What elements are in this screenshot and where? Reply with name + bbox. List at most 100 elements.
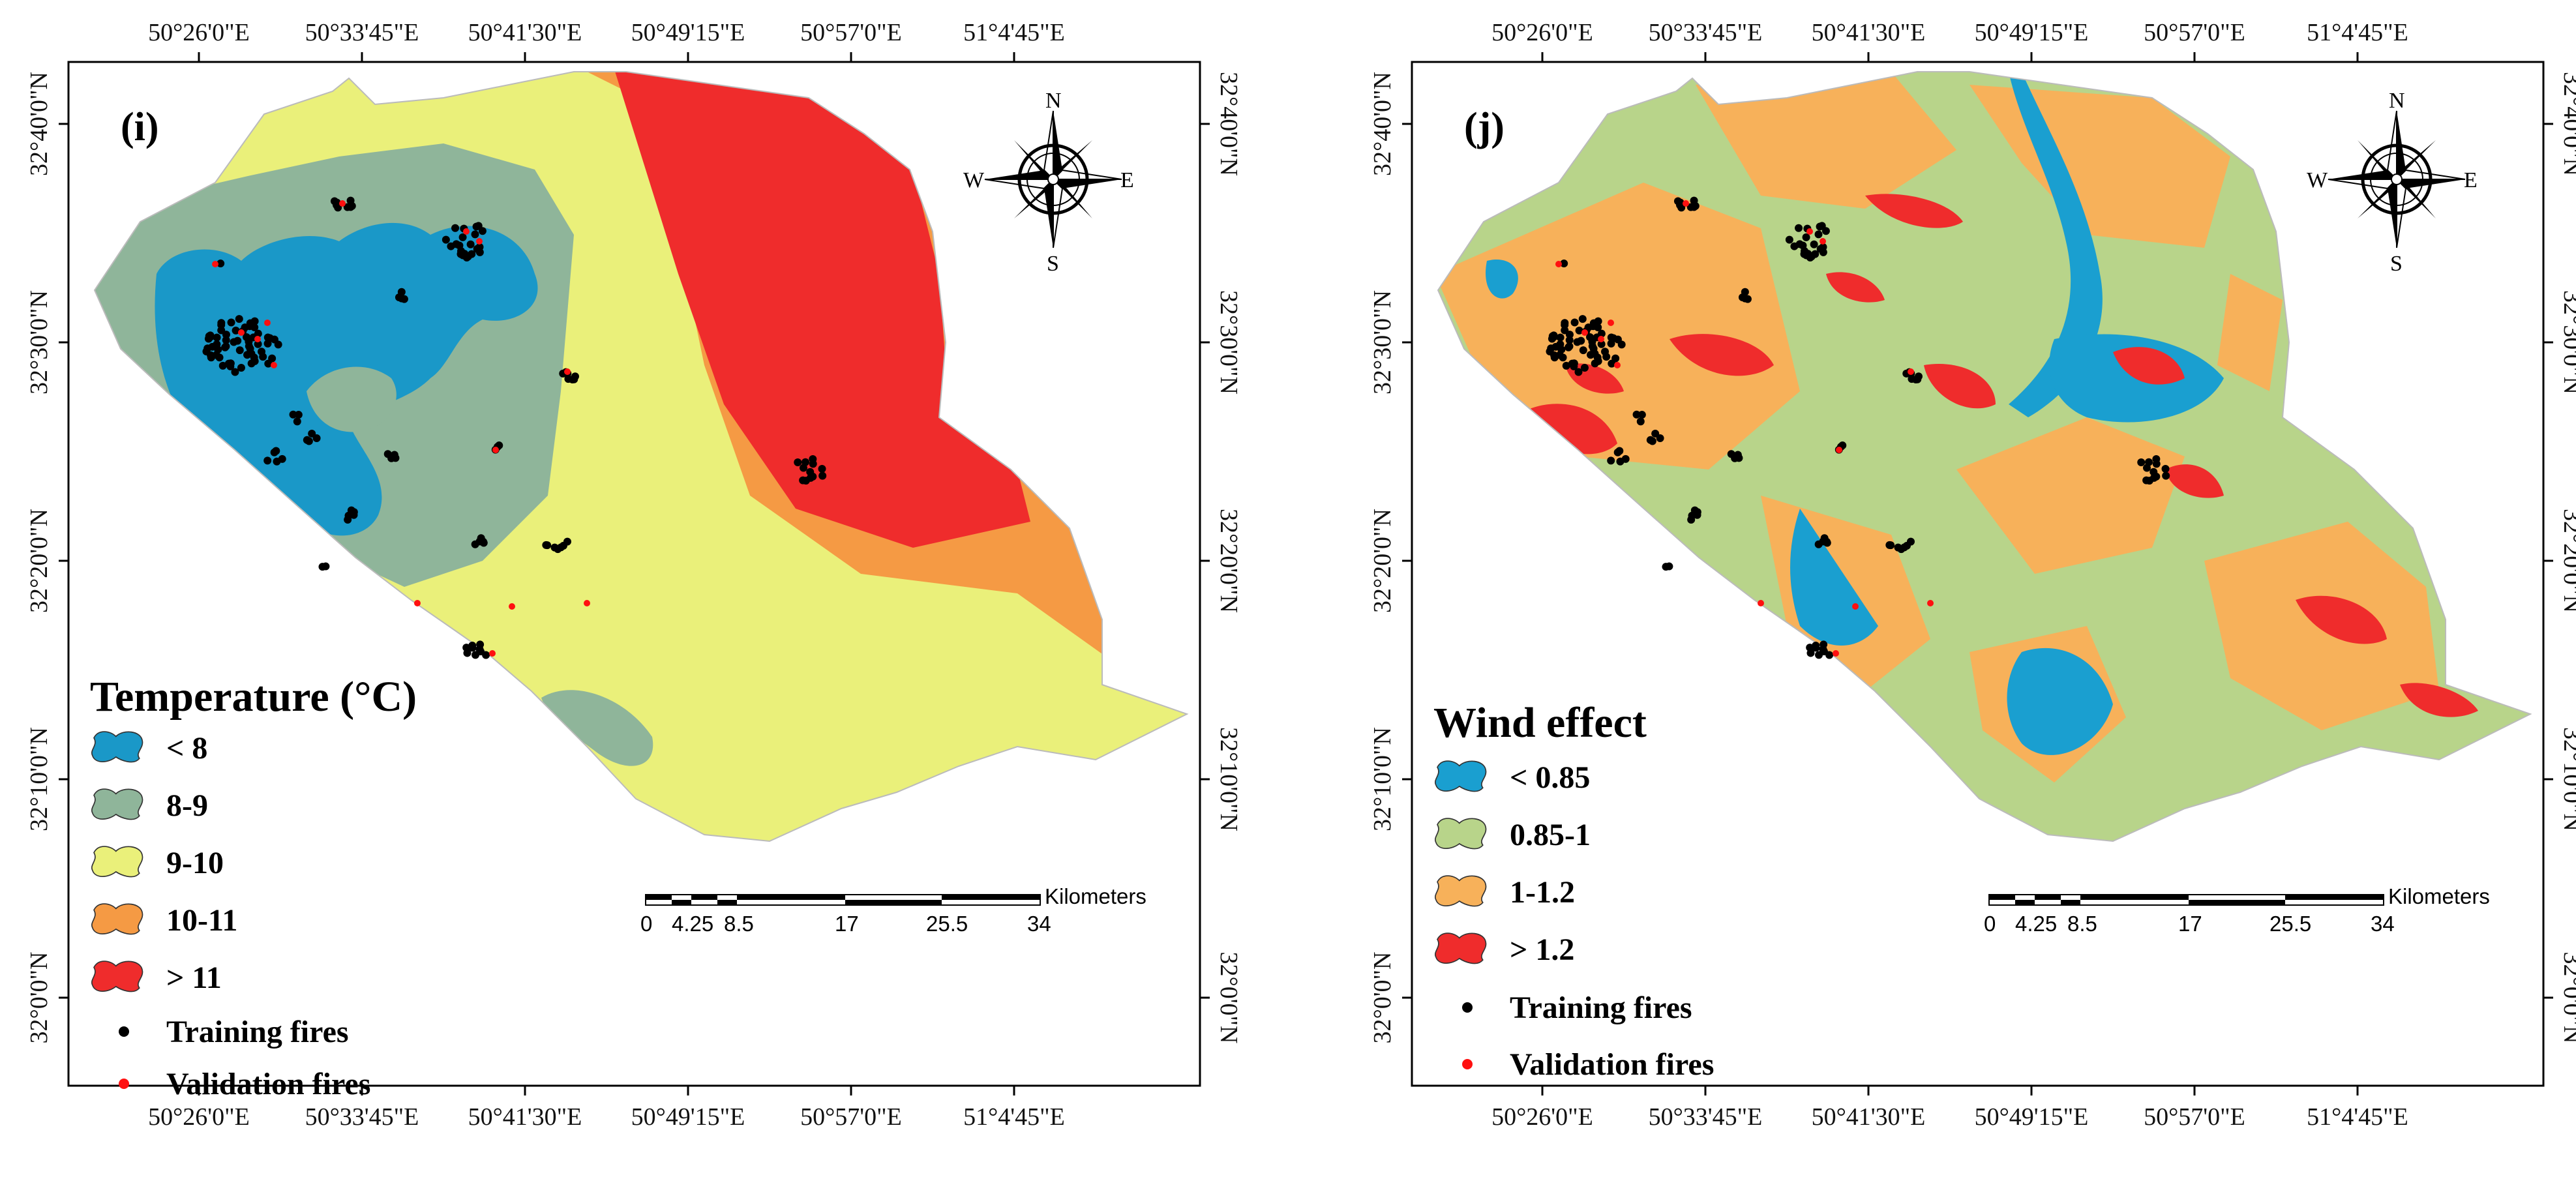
validation-fire [1758, 600, 1764, 606]
training-fire [383, 450, 392, 458]
training-fire [1565, 336, 1574, 344]
lat-label-left-2: 32°20'0"N [1369, 509, 1396, 613]
validation-fire [1836, 447, 1842, 453]
lon-label-top-1: 50°33'45"E [1649, 19, 1763, 46]
lat-label-right-2: 32°20'0"N [1215, 509, 1242, 613]
training-fire [571, 372, 579, 381]
training-fire [237, 363, 245, 372]
training-fire [1591, 350, 1599, 358]
lat-label-right-1: 32°30'0"N [1215, 290, 1242, 395]
training-fire [809, 460, 817, 468]
training-fire [442, 235, 450, 244]
validation-fire [212, 261, 218, 267]
lon-label-top-4: 50°57'0"E [800, 19, 902, 46]
training-fire [1812, 641, 1820, 649]
lat-label-right-3: 32°10'0"N [2558, 727, 2576, 831]
lat-label-right-4: 32°0'0"N [1215, 952, 1242, 1044]
legend-label: < 0.85 [1510, 760, 1590, 795]
training-fire [557, 543, 565, 552]
legend-label: 8-9 [166, 788, 208, 823]
lat-label-left-4: 32°0'0"N [25, 952, 53, 1044]
training-fire [235, 346, 244, 355]
fire-points [1546, 196, 2170, 659]
training-fire [1906, 537, 1915, 546]
training-fire [1560, 260, 1568, 268]
training-fire [254, 329, 262, 338]
training-fire [247, 359, 256, 368]
legend-training-fires: Training fires [119, 1015, 349, 1049]
legend-item-gt-11: > 11 [91, 961, 222, 995]
legend-training-fires: Training fires [1462, 991, 1692, 1025]
training-fire [550, 543, 559, 552]
lon-label-bottom-3: 50°49'15"E [1975, 1103, 2089, 1131]
validation-fire [509, 603, 515, 610]
lon-label-top-2: 50°41'30"E [468, 19, 582, 46]
training-fire [1665, 562, 1673, 571]
lon-label-top-0: 50°26'0"E [148, 19, 250, 46]
training-fire [1894, 543, 1902, 552]
legend-item-1-1.2: 1-1.2 [1434, 875, 1575, 910]
training-fire [818, 471, 827, 480]
training-fire [1816, 222, 1824, 231]
latitude-ticks-right [2543, 123, 2553, 999]
legend-label: 1-1.2 [1510, 875, 1575, 910]
scale-unit: Kilometers [2388, 884, 2490, 908]
training-fire [801, 458, 810, 466]
longitude-ticks-top [198, 52, 1015, 62]
training-fire [1561, 319, 1569, 327]
legend-item-lt-0.85: < 0.85 [1434, 760, 1590, 795]
training-fire [1802, 233, 1810, 241]
scale-label-4: 25.5 [2269, 912, 2311, 936]
longitude-ticks-bottom [1541, 1086, 2359, 1095]
validation-fire [584, 600, 590, 606]
training-fire [218, 361, 227, 370]
training-fire [1597, 340, 1606, 348]
lat-label-right-0: 32°40'0"N [2558, 72, 2576, 176]
training-fire [1580, 363, 1589, 372]
lon-label-top-2: 50°41'30"E [1812, 19, 1926, 46]
lat-label-left-3: 32°10'0"N [25, 727, 53, 831]
training-fire [1651, 429, 1660, 438]
training-fire [1900, 543, 1909, 552]
training-fire [2142, 476, 2151, 484]
training-fire [322, 562, 330, 571]
panel-temperature: (i) N S E W Temperature (°C) < 8 8-9 9-1 [67, 61, 1201, 1101]
map-frame [67, 61, 1201, 1087]
training-fire [224, 359, 233, 368]
training-fire [1597, 329, 1606, 338]
training-fire [222, 336, 230, 344]
training-fire [1636, 417, 1645, 426]
zone-8-9-island [307, 366, 397, 432]
scale-label-5: 34 [1027, 912, 1051, 936]
compass-s: S [2390, 252, 2403, 276]
training-fire [231, 368, 239, 376]
longitude-ticks-bottom [198, 1086, 1015, 1095]
training-fire [294, 411, 303, 419]
compass-s: S [1047, 252, 1059, 276]
validation-fire [1927, 600, 1934, 606]
training-fire [451, 224, 460, 232]
validation-fire [264, 320, 271, 326]
training-fire [1575, 326, 1583, 335]
north-arrow: N S E W [963, 89, 1134, 276]
training-fire [347, 506, 355, 514]
lon-label-top-5: 51°4'45"E [2307, 19, 2408, 46]
training-fire [1578, 315, 1587, 323]
training-fire [1673, 197, 1682, 205]
training-fire [217, 260, 225, 268]
map-frame [1411, 61, 2545, 1087]
training-fire [1621, 454, 1630, 463]
axis-panel-j: 50°26'0"E 50°33'45"E 50°41'30"E 50°49'15… [1369, 19, 2576, 1131]
training-fire [1800, 247, 1808, 256]
lat-label-left-1: 32°30'0"N [1369, 290, 1396, 395]
compass-w: W [963, 168, 985, 192]
legend-item-0.85-1: 0.85-1 [1434, 818, 1591, 852]
lat-label-right-3: 32°10'0"N [1215, 727, 1242, 831]
training-fire [475, 645, 484, 653]
training-fire [263, 339, 272, 348]
zone-gt-11 [613, 72, 1030, 548]
training-fire [2162, 471, 2170, 480]
legend-item-8-9: 8-9 [91, 788, 208, 823]
training-fire [1806, 649, 1815, 657]
lon-label-bottom-5: 51°4'45"E [2307, 1103, 2408, 1131]
